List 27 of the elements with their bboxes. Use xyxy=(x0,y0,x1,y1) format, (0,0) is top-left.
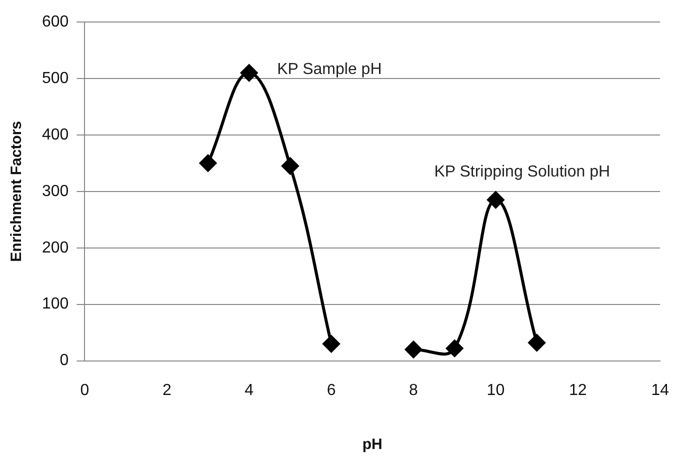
x-tick-label: 10 xyxy=(486,382,505,399)
y-tick-label: 600 xyxy=(42,13,69,30)
x-tick-label: 0 xyxy=(80,382,90,399)
x-tick-label: 2 xyxy=(162,382,172,399)
point xyxy=(322,335,340,352)
x-axis-title: pH xyxy=(362,436,382,454)
annotation: KP Stripping Solution pH xyxy=(434,163,610,180)
x-tick-label: 4 xyxy=(244,382,254,399)
point xyxy=(405,341,422,358)
x-tick-label: 8 xyxy=(409,382,418,399)
y-tick-label: 400 xyxy=(42,126,69,144)
x-tick-label: 14 xyxy=(651,382,670,399)
y-tick-label: 100 xyxy=(42,296,69,313)
point xyxy=(528,334,546,352)
y-tick-label: 500 xyxy=(42,70,69,87)
y-tick-label: 200 xyxy=(42,239,69,256)
y-tick-label: 300 xyxy=(42,182,69,200)
point xyxy=(199,154,216,172)
y-axis-title: Enrichment Factors xyxy=(8,120,26,262)
point xyxy=(282,157,299,174)
annotation: KP Sample pH xyxy=(277,61,382,78)
point xyxy=(487,191,504,208)
x-tick-label: 12 xyxy=(569,382,587,399)
point xyxy=(240,64,258,82)
point xyxy=(446,340,464,357)
y-tick-label: 0 xyxy=(60,352,69,370)
x-tick-label: 6 xyxy=(326,382,336,399)
